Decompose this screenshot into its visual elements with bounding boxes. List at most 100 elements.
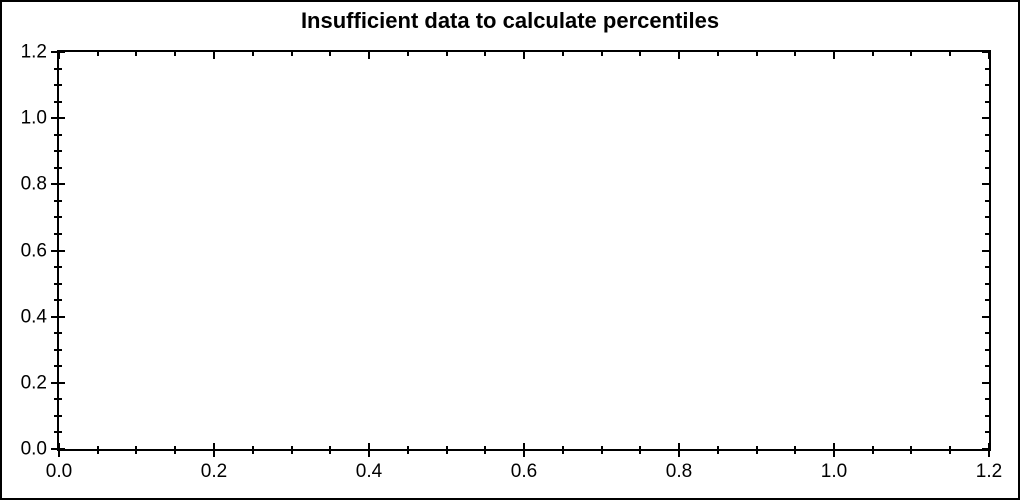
y-axis-minor-tick [54,166,62,169]
right-axis-major-tick [982,315,989,318]
right-axis-major-tick [982,249,989,252]
right-axis-major-tick [982,117,989,120]
right-axis-minor-tick [985,166,989,169]
right-axis-minor-tick [985,348,989,351]
x-axis-major-tick [833,443,835,457]
top-axis-minor-tick [174,52,177,56]
top-axis-minor-tick [484,52,487,56]
right-axis-minor-tick [985,414,989,417]
x-axis-minor-tick [794,446,797,454]
right-axis-minor-tick [985,365,989,368]
y-axis-minor-tick [54,398,62,401]
top-axis-minor-tick [329,52,332,56]
right-axis-minor-tick [985,332,989,335]
right-axis-minor-tick [985,67,989,70]
top-axis-minor-tick [96,52,99,56]
top-axis-minor-tick [871,52,874,56]
top-axis-major-tick [988,52,990,59]
y-axis-minor-tick [54,365,62,368]
y-axis-major-tick [51,315,65,318]
top-axis-minor-tick [406,52,409,56]
right-axis-minor-tick [985,150,989,153]
top-axis-minor-tick [290,52,293,56]
right-axis-major-tick [982,51,989,53]
y-tick-label: 0.8 [20,173,47,195]
y-axis-minor-tick [54,216,62,219]
y-tick-label: 0.4 [20,306,47,328]
top-axis-minor-tick [949,52,952,56]
x-tick-label: 0.6 [510,461,538,482]
x-axis-major-tick [988,443,990,457]
y-tick-label: 0.6 [20,240,47,261]
y-axis-minor-tick [54,299,62,302]
top-axis-minor-tick [755,52,758,56]
x-axis-major-tick [523,443,525,457]
right-axis-minor-tick [985,232,989,235]
plot-area: 0.0 0.2 0.4 0.6 0.8 1.0 1.2 0.0 0.2 0.4 0.6 0.8 1.0 1… [21,43,1003,482]
x-axis-minor-tick [949,446,952,454]
top-axis-minor-tick [910,52,913,56]
right-axis-minor-tick [985,266,989,269]
y-axis-major-tick [51,381,65,384]
x-axis-minor-tick [639,446,642,454]
x-axis-minor-tick [755,446,758,454]
y-axis-major-tick [51,183,65,186]
x-axis-major-tick [677,443,680,457]
top-axis-major-tick [58,52,60,59]
y-axis-minor-tick [54,150,62,153]
y-axis-minor-tick [54,414,62,417]
top-axis-major-tick [523,52,525,59]
y-axis-major-tick [51,51,65,53]
right-axis-minor-tick [985,299,989,302]
x-tick-label: 0.2 [200,461,228,482]
y-tick-label: 0.0 [20,438,47,460]
x-tick-label: 1.2 [975,461,1003,482]
right-axis-minor-tick [985,398,989,401]
y-tick-label: 0.2 [20,372,47,394]
right-axis-minor-tick [985,100,989,103]
x-axis-minor-tick [135,446,138,454]
top-axis-minor-tick [639,52,642,56]
y-axis-minor-tick [54,348,62,351]
x-axis-minor-tick [910,446,913,454]
top-axis-major-tick [833,52,835,59]
x-axis-minor-tick [290,446,293,454]
y-axis-minor-tick [54,133,62,136]
x-axis-minor-tick [96,446,99,454]
x-axis-minor-tick [600,446,603,454]
top-axis-minor-tick [716,52,719,56]
y-axis-major-tick [51,249,65,252]
x-axis-major-tick [367,443,370,457]
chart-title: Insufficient data to calculate percentil… [300,8,720,33]
x-axis-minor-tick [484,446,487,454]
top-axis-major-tick [212,52,215,59]
right-axis-major-tick [982,183,989,186]
x-axis-major-tick [212,443,215,457]
top-axis-minor-tick [794,52,797,56]
right-axis-minor-tick [985,133,989,136]
x-axis-minor-tick [716,446,719,454]
right-axis-minor-tick [985,431,989,434]
x-axis-minor-tick [561,446,564,454]
right-axis-major-tick [982,381,989,384]
right-axis-minor-tick [985,84,989,87]
x-axis-major-tick [58,443,60,457]
top-axis-major-tick [367,52,370,59]
x-axis-minor-tick [406,446,409,454]
x-axis-minor-tick [871,446,874,454]
top-axis-minor-tick [135,52,138,56]
x-axis-minor-tick [329,446,332,454]
top-axis-minor-tick [600,52,603,56]
y-axis-major-tick [51,117,65,120]
x-tick-label: 0.8 [665,461,693,482]
right-axis-minor-tick [985,282,989,285]
x-tick-label: 1.0 [820,461,848,482]
y-axis-minor-tick [54,67,62,70]
x-tick-label: 0.0 [45,461,73,482]
right-axis-major-tick [982,448,989,450]
y-axis-minor-tick [54,199,62,202]
x-axis-minor-tick [174,446,177,454]
right-axis-minor-tick [985,216,989,219]
y-axis-minor-tick [54,282,62,285]
